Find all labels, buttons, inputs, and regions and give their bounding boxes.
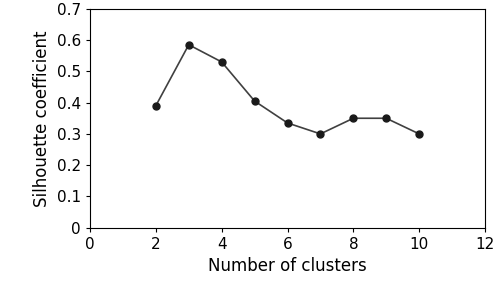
Y-axis label: Silhouette coefficient: Silhouette coefficient bbox=[33, 30, 51, 206]
X-axis label: Number of clusters: Number of clusters bbox=[208, 257, 367, 275]
